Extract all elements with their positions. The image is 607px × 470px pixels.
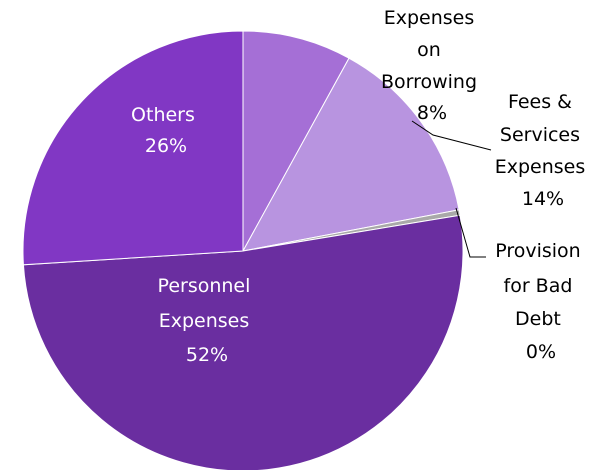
pie-slice-others bbox=[22, 30, 244, 266]
leader-line-fees-services bbox=[411, 120, 492, 151]
label-fees-services-expenses: Fees & Services Expenses 14% bbox=[495, 91, 592, 210]
leader-line-provision-bad-debt bbox=[455, 207, 486, 258]
pie-slice-fees-services-expenses bbox=[242, 57, 460, 252]
label-personnel-expenses: Personnel Expenses 52% bbox=[158, 275, 257, 366]
pie-slice-expenses-on-borrowing bbox=[242, 30, 350, 252]
pie-slices bbox=[22, 30, 464, 470]
label-provision-for-bad-debt: Provision for Bad Debt 0% bbox=[495, 240, 587, 363]
label-expenses-on-borrowing: Expenses on Borrowing 8% bbox=[381, 7, 483, 124]
label-others: Others 26% bbox=[131, 104, 201, 157]
